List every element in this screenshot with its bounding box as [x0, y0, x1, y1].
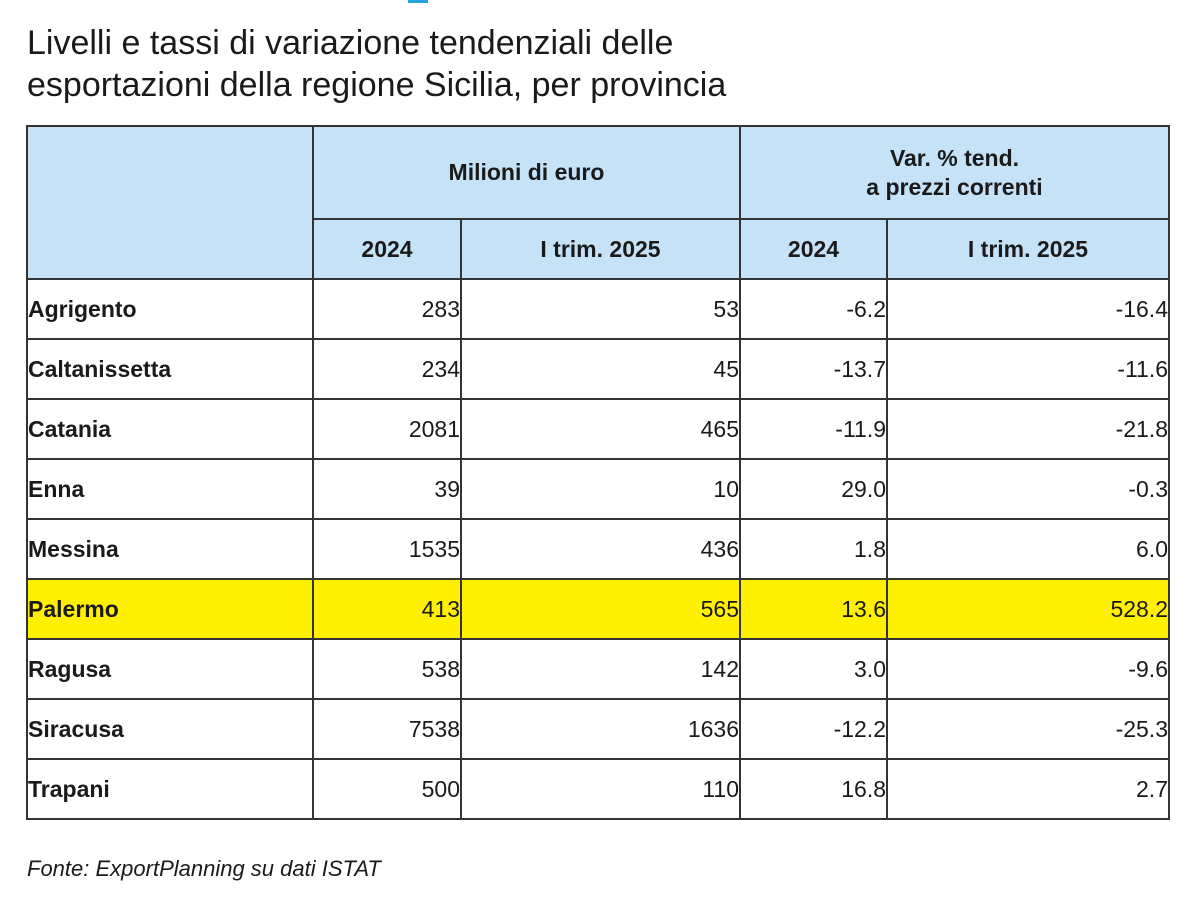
- province-name-cell: Messina: [26, 518, 314, 580]
- group-header-levels-line-1: Milioni di euro: [448, 159, 605, 185]
- province-name-cell: Catania: [26, 398, 314, 460]
- value-cell: -16.4: [886, 278, 1170, 340]
- value-cell: 13.6: [739, 578, 888, 640]
- column-header-row: 2024 I trim. 2025 2024 I trim. 2025: [27, 218, 1170, 280]
- province-name-cell: Agrigento: [26, 278, 314, 340]
- column-header-variation-q1-2025: I trim. 2025: [886, 218, 1170, 280]
- value-cell: 465: [460, 398, 741, 460]
- province-name-cell: Palermo: [26, 578, 314, 640]
- value-cell: 10: [460, 458, 741, 520]
- title-line-2: esportazioni della regione Sicilia, per …: [27, 66, 727, 104]
- value-cell: 413: [312, 578, 462, 640]
- column-header-levels-2024: 2024: [312, 218, 462, 280]
- province-name-cell: Ragusa: [26, 638, 314, 700]
- value-cell: 1535: [312, 518, 462, 580]
- value-cell: -6.2: [739, 278, 888, 340]
- province-name-cell: Siracusa: [26, 698, 314, 760]
- province-name-cell: Caltanissetta: [26, 338, 314, 400]
- value-cell: 6.0: [886, 518, 1170, 580]
- value-cell: 283: [312, 278, 462, 340]
- value-cell: 29.0: [739, 458, 888, 520]
- value-cell: 565: [460, 578, 741, 640]
- group-header-row: Milioni di euro Var. % tend. a prezzi co…: [26, 125, 1170, 280]
- value-cell: 16.8: [739, 758, 888, 820]
- value-cell: -12.2: [739, 698, 888, 760]
- value-cell: -13.7: [739, 338, 888, 400]
- value-cell: 3.0: [739, 638, 888, 700]
- value-cell: -25.3: [886, 698, 1170, 760]
- title-line-1: Livelli e tassi di variazione tendenzial…: [27, 24, 674, 62]
- value-cell: 7538: [312, 698, 462, 760]
- table-row: Palermo 413 565 13.6 528.2: [26, 578, 1170, 640]
- table-row: Ragusa 538 142 3.0 -9.6: [26, 638, 1170, 700]
- group-header-variation-line-2: a prezzi correnti: [866, 173, 1043, 200]
- group-header-variation: Var. % tend. a prezzi correnti: [739, 125, 1170, 220]
- value-cell: 528.2: [886, 578, 1170, 640]
- value-cell: 500: [312, 758, 462, 820]
- accent-line: [408, 0, 428, 3]
- group-header-variation-line-1: Var. % tend.: [889, 144, 1020, 171]
- value-cell: 2081: [312, 398, 462, 460]
- value-cell: 53: [460, 278, 741, 340]
- value-cell: 538: [312, 638, 462, 700]
- table-row: Trapani 500 110 16.8 2.7: [26, 758, 1170, 820]
- value-cell: 436: [460, 518, 741, 580]
- value-cell: 1636: [460, 698, 741, 760]
- value-cell: 2.7: [886, 758, 1170, 820]
- value-cell: 234: [312, 338, 462, 400]
- value-cell: 110: [460, 758, 741, 820]
- province-name-cell: Trapani: [26, 758, 314, 820]
- column-header-levels-q1-2025: I trim. 2025: [460, 218, 741, 280]
- value-cell: 142: [460, 638, 741, 700]
- value-cell: -11.6: [886, 338, 1170, 400]
- value-cell: -9.6: [886, 638, 1170, 700]
- value-cell: 45: [460, 338, 741, 400]
- table-row: Catania 2081 465 -11.9 -21.8: [26, 398, 1170, 460]
- group-header-levels: Milioni di euro: [312, 125, 741, 220]
- value-cell: -0.3: [886, 458, 1170, 520]
- table-row: Agrigento 283 53 -6.2 -16.4: [26, 278, 1170, 340]
- table-row: Messina 1535 436 1.8 6.0: [26, 518, 1170, 580]
- value-cell: 1.8: [739, 518, 888, 580]
- table-title: Livelli e tassi di variazione tendenzial…: [27, 22, 1167, 106]
- table-row: Siracusa 7538 1636 -12.2 -25.3: [26, 698, 1170, 760]
- table-row: Enna 39 10 29.0 -0.3: [26, 458, 1170, 520]
- province-header-cell: [26, 125, 314, 280]
- value-cell: 39: [312, 458, 462, 520]
- value-cell: -21.8: [886, 398, 1170, 460]
- exports-table: Milioni di euro Var. % tend. a prezzi co…: [26, 125, 1170, 820]
- province-name-cell: Enna: [26, 458, 314, 520]
- table-body: Agrigento 283 53 -6.2 -16.4 Caltanissetta 234 4…: [26, 278, 1170, 820]
- source-note: Fonte: ExportPlanning su dati ISTAT: [27, 856, 381, 881]
- value-cell: -11.9: [739, 398, 888, 460]
- table-row: Caltanissetta 234 45 -13.7 -11.6: [26, 338, 1170, 400]
- column-header-variation-2024: 2024: [739, 218, 888, 280]
